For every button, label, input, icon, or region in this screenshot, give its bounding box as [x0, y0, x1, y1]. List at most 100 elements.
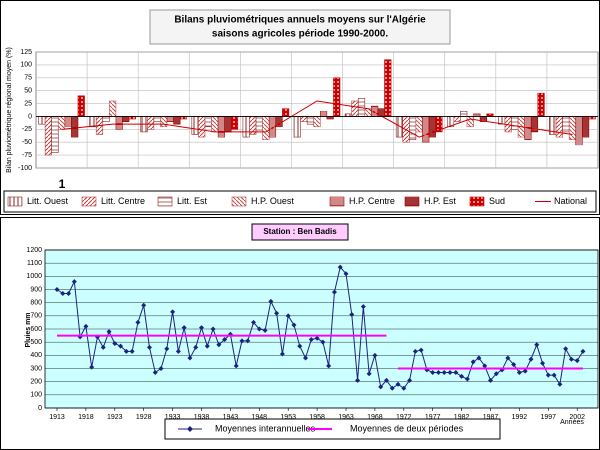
x-tick-label: 1982 [454, 414, 470, 421]
legend-label: Sud [489, 196, 505, 206]
x-tick-label: 1933 [165, 414, 181, 421]
chart-subtitle: saisons agricoles période 1990-2000. [212, 29, 388, 40]
chart-title: Station : Ben Badis [263, 227, 337, 236]
y-tick-label: 900 [30, 286, 42, 293]
bar [211, 116, 219, 133]
annotation: 1 [59, 177, 66, 191]
bar [147, 116, 155, 130]
data-point [239, 338, 245, 344]
y-tick-label: 25 [24, 100, 32, 107]
data-point [106, 329, 112, 335]
y-tick-label: 400 [30, 352, 42, 359]
y-tick-label: 600 [30, 326, 42, 333]
data-point [568, 356, 574, 362]
y-tick-label: 500 [30, 339, 42, 346]
data-point [464, 376, 470, 382]
data-point [580, 348, 586, 354]
data-point [181, 325, 187, 331]
x-tick-label: 1953 [280, 414, 296, 421]
bar [102, 116, 110, 122]
bar [460, 110, 468, 117]
legend-label: Litt. Centre [101, 196, 145, 206]
x-tick-label: 1992 [512, 414, 528, 421]
x-tick-label: 1938 [194, 414, 210, 421]
bar [160, 116, 168, 128]
bar [293, 116, 301, 138]
data-point [141, 302, 147, 308]
legend-swatch [404, 196, 420, 207]
x-tick-label: 1948 [252, 414, 268, 421]
y-tick-label: 1000 [26, 273, 42, 280]
data-point [135, 319, 141, 325]
y-axis-label: Bilan pluviométrique régional moyen (%) [6, 47, 13, 173]
x-tick-label: 2002 [569, 414, 585, 421]
data-point [279, 351, 285, 357]
data-point [516, 369, 522, 375]
chart-title: Bilans pluviométriques annuels moyens su… [174, 15, 426, 26]
data-point [112, 340, 118, 346]
legend-swatch [329, 196, 345, 207]
legend-label: Moyennes interannuelles [215, 423, 316, 433]
data-point [430, 369, 436, 375]
x-tick-label: 1977 [425, 414, 441, 421]
legend-box [3, 190, 597, 213]
y-tick-label: -75 [22, 152, 32, 159]
data-point [245, 338, 251, 344]
data-point [412, 348, 418, 354]
bar [198, 116, 206, 138]
data-point [505, 355, 511, 361]
y-tick-label: -100 [18, 165, 32, 172]
data-point [511, 362, 517, 368]
legend-swatch [469, 196, 485, 207]
data-point [453, 369, 459, 375]
data-point [447, 369, 453, 375]
y-tick-label: 50 [24, 88, 32, 95]
data-point [418, 347, 424, 353]
y-tick-label: 300 [30, 365, 42, 372]
y-tick-label: 0 [28, 113, 32, 120]
bar [466, 116, 474, 128]
data-point [372, 352, 378, 358]
legend-label: H.P. Centre [349, 196, 395, 206]
bar [44, 116, 52, 156]
bar [262, 116, 270, 140]
data-point [233, 363, 239, 369]
data-point [303, 355, 309, 361]
legend-label: Litt. Est [177, 196, 208, 206]
x-tick-label: 1928 [136, 414, 152, 421]
bar [57, 116, 66, 130]
data-point [401, 385, 407, 391]
bar [204, 116, 212, 128]
x-tick-label: 1958 [309, 414, 325, 421]
y-tick-label: 100 [30, 392, 42, 399]
x-tick-label: 1968 [367, 414, 383, 421]
bar [409, 116, 417, 140]
y-tick-label: 800 [30, 300, 42, 307]
x-axis-label: Années [560, 419, 584, 426]
bar [575, 116, 583, 146]
bar [568, 116, 577, 140]
y-axis-label: Pluies mm [25, 312, 32, 347]
y-tick-label: 1200 [26, 247, 42, 254]
data-point [395, 381, 401, 387]
bar [582, 116, 590, 138]
data-point [360, 304, 366, 310]
bar [51, 116, 59, 153]
data-point [343, 271, 349, 277]
data-point [551, 372, 557, 378]
data-point [54, 287, 60, 292]
y-tick-label: 75 [24, 75, 32, 82]
bar [38, 116, 46, 125]
y-tick-label: 0 [38, 405, 42, 412]
legend-label: Moyennes de deux périodes [350, 423, 464, 433]
data-point [89, 364, 95, 370]
legend-box [164, 418, 501, 440]
data-point [314, 335, 320, 341]
bar [384, 59, 392, 117]
y-tick-label: 125 [20, 49, 32, 56]
x-tick-label: 1963 [338, 414, 354, 421]
x-tick-label: 1987 [483, 414, 499, 421]
data-point [540, 360, 546, 366]
bar [300, 116, 308, 122]
